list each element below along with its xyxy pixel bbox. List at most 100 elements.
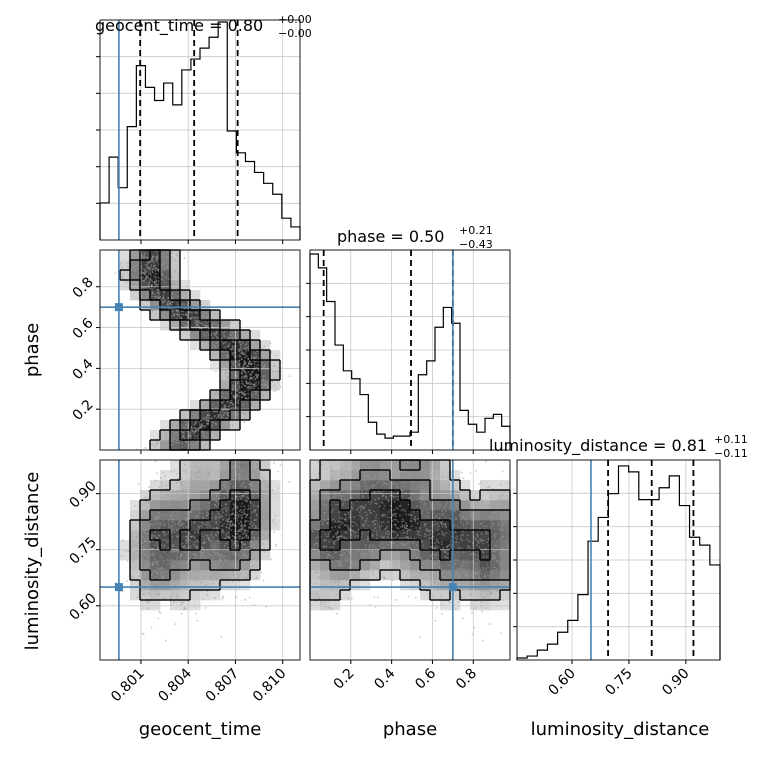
sample-point <box>194 552 197 555</box>
sample-point <box>172 564 175 567</box>
sample-point <box>171 551 174 554</box>
sample-point <box>415 505 418 508</box>
sample-point <box>160 255 163 258</box>
sample-point <box>241 544 244 547</box>
sample-point <box>322 551 325 553</box>
sample-point <box>486 593 489 596</box>
sample-point <box>425 509 428 512</box>
sample-point <box>141 254 144 257</box>
sample-point <box>482 596 485 599</box>
sample-point <box>497 498 500 501</box>
sample-point <box>499 529 502 532</box>
sample-point <box>223 486 226 489</box>
density-cell <box>420 460 431 471</box>
density-cell <box>400 470 411 481</box>
sample-point <box>228 336 231 339</box>
sample-point <box>197 570 200 573</box>
sample-point <box>433 523 436 526</box>
sample-point <box>256 376 259 379</box>
sample-point <box>177 517 179 520</box>
sample-point <box>210 493 213 496</box>
sample-point <box>363 480 365 482</box>
sample-point <box>244 354 247 356</box>
density-cell <box>240 500 251 511</box>
sample-point <box>421 540 424 542</box>
density-cell <box>220 520 231 531</box>
sample-point <box>322 522 325 525</box>
sample-point <box>167 297 169 300</box>
sample-point <box>183 435 185 438</box>
sample-point <box>180 612 183 615</box>
sample-point <box>197 429 200 432</box>
density-cell <box>270 480 281 491</box>
sample-point <box>374 519 377 522</box>
sample-point <box>217 323 219 326</box>
sample-point <box>193 321 196 324</box>
sample-point <box>142 509 145 512</box>
sample-point <box>367 530 370 533</box>
sample-point <box>216 342 218 345</box>
sample-point <box>356 476 359 479</box>
sample-point <box>221 331 224 334</box>
sample-point <box>184 498 187 501</box>
sample-point <box>201 551 203 554</box>
sample-point <box>438 474 441 477</box>
density-cell <box>440 590 451 601</box>
sample-point <box>468 540 471 543</box>
sample-point <box>502 582 505 585</box>
sample-point <box>176 303 179 306</box>
sample-point <box>473 626 476 629</box>
sample-point <box>243 531 246 534</box>
sample-point <box>496 545 499 547</box>
sample-point <box>382 536 385 539</box>
sample-point <box>188 498 190 501</box>
density-cell <box>410 530 421 541</box>
sample-point <box>171 507 173 510</box>
sample-point <box>240 494 243 497</box>
sample-point <box>150 547 152 550</box>
density-cell <box>210 420 221 431</box>
sample-point <box>169 303 172 305</box>
sample-point <box>229 523 232 525</box>
sample-point <box>184 506 187 509</box>
sample-point <box>239 355 242 358</box>
sample-point <box>460 502 463 505</box>
sample-point <box>241 371 243 374</box>
sample-point <box>215 417 218 420</box>
density-cell <box>370 540 381 551</box>
sample-point <box>368 546 371 549</box>
sample-point <box>158 296 160 299</box>
sample-point <box>405 481 408 484</box>
sample-point <box>260 475 263 478</box>
sample-point <box>217 512 219 515</box>
sample-point <box>120 555 123 558</box>
density-cell <box>410 470 421 481</box>
sample-point <box>253 527 255 530</box>
sample-point <box>437 554 440 557</box>
sample-point <box>457 601 460 604</box>
sample-point <box>165 484 168 486</box>
sample-point <box>176 536 179 539</box>
density-cell <box>310 590 321 601</box>
sample-point <box>241 380 244 383</box>
sample-point <box>243 347 246 350</box>
sample-point <box>246 499 248 502</box>
sample-point <box>256 364 259 366</box>
sample-point <box>271 520 274 523</box>
density-cell <box>370 550 381 561</box>
density-cell <box>360 570 371 581</box>
sample-point <box>183 257 186 260</box>
sample-point <box>160 514 163 517</box>
sample-point <box>161 485 164 488</box>
sample-point <box>222 507 225 510</box>
density-cell <box>440 510 451 521</box>
sample-point <box>406 461 409 464</box>
sample-point <box>231 478 234 481</box>
sample-point <box>145 276 147 279</box>
sample-point <box>422 485 425 487</box>
sample-point <box>496 512 499 515</box>
sample-point <box>503 511 506 514</box>
sample-point <box>217 555 220 558</box>
sample-point <box>342 488 345 491</box>
sample-point <box>257 486 260 489</box>
